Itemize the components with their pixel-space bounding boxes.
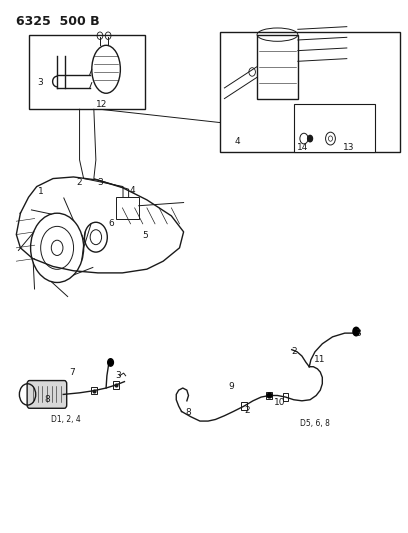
Circle shape bbox=[353, 327, 359, 336]
FancyBboxPatch shape bbox=[27, 381, 67, 408]
Bar bbox=[113, 381, 119, 389]
Text: 3: 3 bbox=[115, 372, 121, 381]
Circle shape bbox=[308, 135, 313, 142]
Bar bbox=[257, 35, 298, 99]
Bar bbox=[283, 393, 288, 401]
Text: 13: 13 bbox=[343, 143, 354, 152]
Text: D1, 2, 4: D1, 2, 4 bbox=[51, 415, 81, 424]
Bar bbox=[220, 32, 400, 152]
Text: D5, 6, 8: D5, 6, 8 bbox=[300, 419, 330, 429]
Text: 1: 1 bbox=[38, 188, 44, 196]
Text: 8: 8 bbox=[44, 395, 50, 405]
Bar bbox=[91, 387, 97, 394]
Text: 10: 10 bbox=[274, 398, 286, 407]
Text: 2: 2 bbox=[77, 178, 82, 187]
Text: 6325  500 B: 6325 500 B bbox=[16, 15, 100, 28]
Text: 3: 3 bbox=[356, 329, 361, 338]
Text: 14: 14 bbox=[297, 143, 308, 152]
Text: 5: 5 bbox=[142, 231, 148, 240]
Bar bbox=[241, 402, 247, 410]
Bar bbox=[116, 197, 139, 219]
Circle shape bbox=[108, 359, 113, 366]
Text: 2: 2 bbox=[244, 406, 250, 415]
Bar bbox=[294, 104, 375, 152]
Text: 9: 9 bbox=[228, 382, 234, 391]
Text: 3: 3 bbox=[97, 178, 103, 187]
Bar bbox=[29, 35, 145, 109]
Bar bbox=[266, 392, 272, 399]
Text: 3: 3 bbox=[38, 78, 43, 87]
Text: 4: 4 bbox=[235, 137, 240, 146]
Text: 8: 8 bbox=[186, 408, 191, 417]
Text: 7: 7 bbox=[69, 368, 75, 377]
Text: 2: 2 bbox=[291, 348, 297, 357]
Text: 11: 11 bbox=[314, 356, 326, 365]
Text: 6: 6 bbox=[108, 220, 114, 228]
Text: 4: 4 bbox=[130, 187, 135, 195]
Text: 12: 12 bbox=[96, 100, 107, 109]
